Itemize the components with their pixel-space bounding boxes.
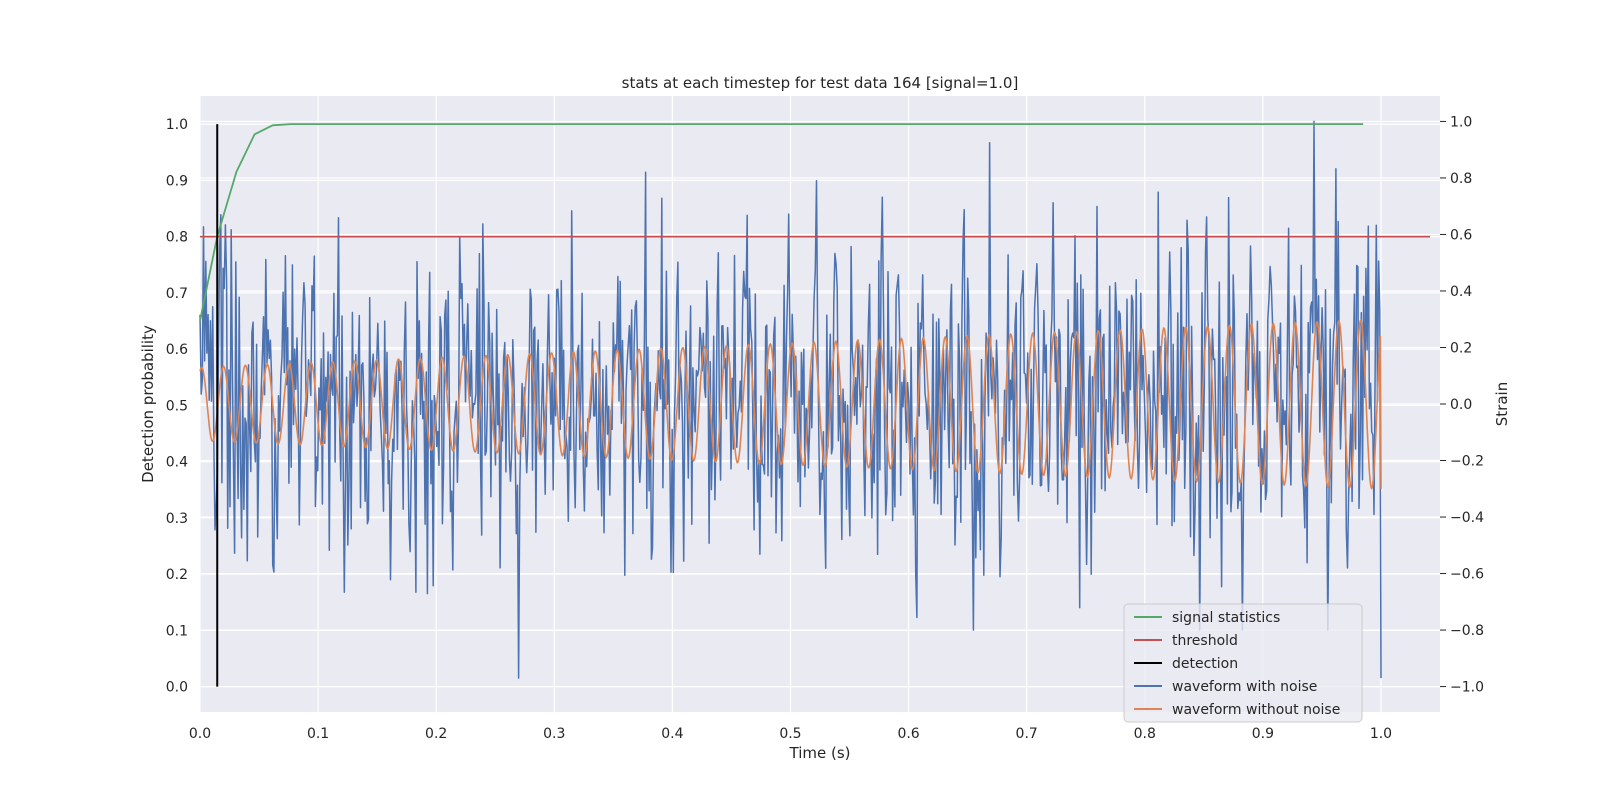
x-tick-label: 0.2 xyxy=(425,726,447,742)
chart-title: stats at each timestep for test data 164… xyxy=(622,74,1019,92)
x-tick-label: 0.0 xyxy=(189,726,211,742)
y-left-tick-label: 0.8 xyxy=(166,230,188,246)
series-waveform-without-noise xyxy=(199,318,1382,490)
y-left-tick-label: 0.9 xyxy=(166,173,188,189)
legend-label-detection: detection xyxy=(1172,656,1238,672)
legend-box xyxy=(1123,603,1363,723)
y-left-axis-ticks: 0.0 0.1 0.2 0.3 0.4 0.5 0.6 0.7 0.8 0.9 1.0 xyxy=(166,117,188,696)
x-tick-label: 0.5 xyxy=(779,726,801,742)
y-left-tick-label: 0.0 xyxy=(166,680,188,696)
y-left-tick-label: 0.1 xyxy=(166,623,188,639)
y-axis-label-right: Strain xyxy=(1493,382,1511,426)
series-waveform-with-noise xyxy=(199,120,1382,679)
x-tick-label: 0.3 xyxy=(543,726,565,742)
y-left-tick-label: 1.0 xyxy=(166,117,188,133)
legend-label-waveform-with-noise: waveform with noise xyxy=(1172,679,1317,695)
legend-label-signal-statistics: signal statistics xyxy=(1172,610,1280,626)
y-left-tick-label: 0.6 xyxy=(166,342,188,358)
y-right-axis-ticks: −1.0 −0.8 −0.6 −0.4 −0.2 0.0 0.2 0.4 0.6 0.8 1.0 xyxy=(1440,114,1484,696)
y-right-tick-label: 1.0 xyxy=(1450,114,1472,130)
x-tick-label: 0.6 xyxy=(897,726,919,742)
x-tick-label: 0.7 xyxy=(1016,726,1038,742)
y-right-tick-label: 0.4 xyxy=(1450,284,1472,300)
y-right-tick-label: 0.0 xyxy=(1450,397,1472,413)
y-left-tick-label: 0.3 xyxy=(166,511,188,527)
x-tick-label: 0.4 xyxy=(661,726,683,742)
x-tick-label: 1.0 xyxy=(1370,726,1392,742)
legend-label-threshold: threshold xyxy=(1172,633,1238,649)
legend-label-waveform-without-noise: waveform without noise xyxy=(1172,702,1340,718)
y-left-tick-label: 0.5 xyxy=(166,398,188,414)
x-tick-label: 0.1 xyxy=(307,726,329,742)
y-right-tick-label: 0.8 xyxy=(1450,171,1472,187)
y-right-tick-label: −0.8 xyxy=(1450,623,1484,639)
y-left-tick-label: 0.4 xyxy=(166,455,188,471)
y-left-tick-label: 0.7 xyxy=(166,286,188,302)
y-right-tick-label: −0.2 xyxy=(1450,454,1484,470)
x-axis-label: Time (s) xyxy=(789,744,851,762)
legend: signal statistics threshold detection wa… xyxy=(1123,603,1363,723)
y-right-tick-label: −0.4 xyxy=(1450,510,1484,526)
series-layer xyxy=(199,120,1430,687)
y-axis-label-left: Detection probability xyxy=(139,325,157,483)
y-right-tick-label: −0.6 xyxy=(1450,567,1484,583)
y-right-tick-label: 0.2 xyxy=(1450,340,1472,356)
x-axis-ticks: 0.0 0.1 0.2 0.3 0.4 0.5 0.6 0.7 0.8 0.9 1.0 xyxy=(189,726,1392,742)
x-tick-label: 0.8 xyxy=(1134,726,1156,742)
x-tick-label: 0.9 xyxy=(1252,726,1274,742)
y-left-tick-label: 0.2 xyxy=(166,567,188,583)
y-right-tick-label: 0.6 xyxy=(1450,227,1472,243)
y-right-tick-label: −1.0 xyxy=(1450,680,1484,696)
series-signal-statistics xyxy=(199,123,1364,322)
